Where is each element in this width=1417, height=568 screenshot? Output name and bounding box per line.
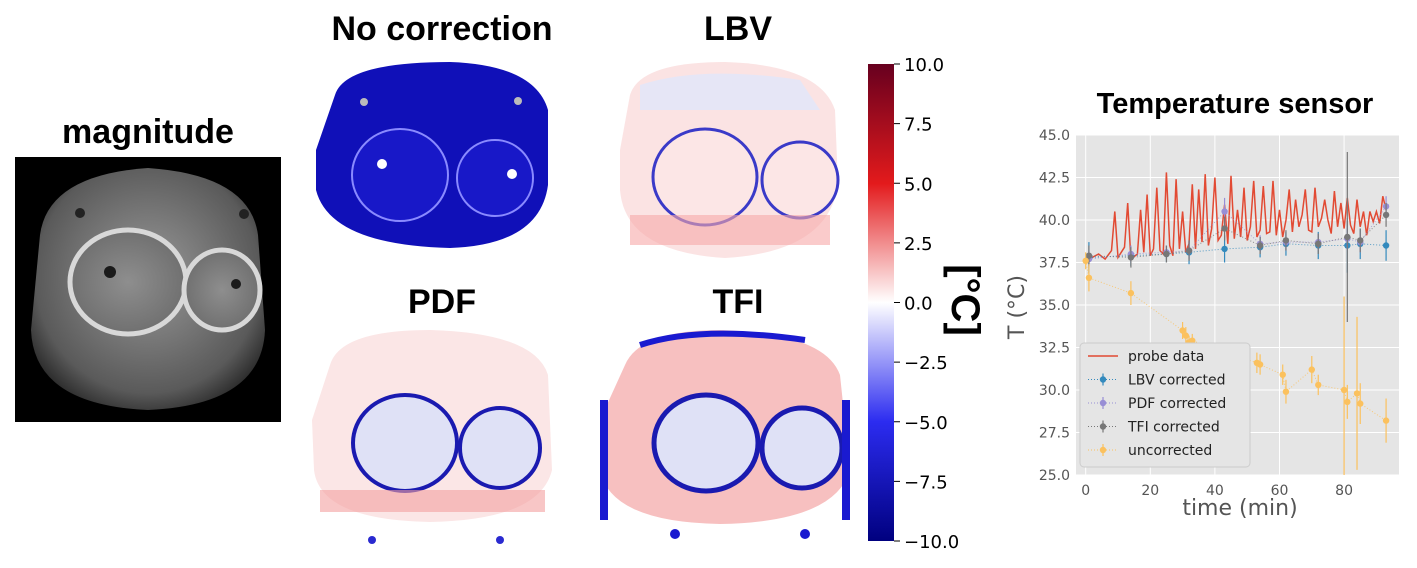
point-lbv-corrected <box>1382 242 1390 249</box>
y-tick-label: 37.5 <box>1039 256 1070 272</box>
point-uncorrected <box>1082 257 1089 264</box>
legend-swatch-marker <box>1099 399 1107 407</box>
x-tick-label: 80 <box>1335 483 1353 499</box>
point-uncorrected <box>1179 327 1186 334</box>
point-lbv-corrected <box>1221 245 1228 253</box>
x-axis-label: time (min) <box>1182 496 1298 521</box>
point-tfi-corrected <box>1382 211 1390 219</box>
series-line-probe-data <box>1085 172 1387 262</box>
temperature-chart: 25.0 27.5 30.0 32.5 35.0 37.5 40.0 42.5 45.0 0 20 4… <box>1039 128 1399 499</box>
colorbar-tick-label: −10.0 <box>904 532 959 553</box>
x-tick-label: 0 <box>1081 483 1090 499</box>
point-uncorrected <box>1085 274 1093 281</box>
point-pdf-corrected <box>1221 208 1228 215</box>
point-uncorrected <box>1256 361 1264 368</box>
point-uncorrected <box>1282 388 1290 395</box>
y-tick-label: 45.0 <box>1039 128 1070 144</box>
colorbar-label: [°C] <box>943 264 987 336</box>
point-tfi-corrected <box>1221 225 1228 232</box>
point-uncorrected <box>1357 400 1364 407</box>
legend-swatch-marker <box>1099 423 1107 430</box>
legend-label-pdf-corrected: PDF corrected <box>1128 396 1226 412</box>
legend-box <box>1079 342 1251 468</box>
colorbar-tick-label: 5.0 <box>904 174 933 195</box>
lbv-map <box>620 62 840 258</box>
y-tick-label: 40.0 <box>1039 213 1070 229</box>
colorbar-tick-label: 7.5 <box>904 115 933 136</box>
point-tfi-corrected <box>1357 237 1364 244</box>
legend-label-uncorrected: uncorrected <box>1128 443 1212 459</box>
magnitude-image <box>15 157 281 422</box>
point-tfi-corrected <box>1085 252 1093 259</box>
tfi-map <box>600 330 850 539</box>
legend-label-tfi-corrected: TFI corrected <box>1127 420 1220 436</box>
point-uncorrected <box>1344 398 1351 406</box>
point-tfi-corrected <box>1282 237 1290 244</box>
pdf-title: PDF <box>408 283 476 321</box>
y-tick-label: 35.0 <box>1039 298 1070 314</box>
chart-title: Temperature sensor <box>1096 88 1374 120</box>
tfi-title: TFI <box>712 283 764 321</box>
x-tick-label: 60 <box>1271 483 1289 499</box>
colorbar-gradient <box>868 64 894 541</box>
point-uncorrected <box>1189 337 1196 344</box>
point-tfi-corrected <box>1163 250 1170 258</box>
colorbar-tick-label: 10.0 <box>904 55 944 76</box>
x-tick-label: 20 <box>1141 483 1159 499</box>
y-tick-label: 32.5 <box>1039 341 1070 357</box>
point-uncorrected <box>1279 371 1286 378</box>
point-tfi-corrected <box>1256 242 1264 249</box>
legend-label-lbv-corrected: LBV corrected <box>1128 373 1226 389</box>
colorbar-tick-label: −7.5 <box>904 472 948 493</box>
lbv-title: LBV <box>704 10 772 48</box>
point-uncorrected <box>1340 386 1348 394</box>
y-tick-label: 25.0 <box>1039 468 1070 484</box>
y-tick-label: 30.0 <box>1039 383 1070 399</box>
legend-swatch-marker <box>1099 376 1107 383</box>
pdf-map <box>312 330 552 544</box>
point-uncorrected <box>1315 381 1322 389</box>
colorbar-tick-label: −2.5 <box>904 353 948 374</box>
x-tick-label: 40 <box>1206 483 1224 499</box>
point-uncorrected <box>1353 390 1361 397</box>
point-uncorrected <box>1182 332 1190 339</box>
y-tick-label: 42.5 <box>1039 171 1070 187</box>
y-tick-label: 27.5 <box>1039 426 1070 442</box>
series-group <box>1082 152 1390 475</box>
y-axis-label: T (°C) <box>1005 275 1030 339</box>
point-uncorrected <box>1127 289 1135 297</box>
magnitude-title: magnitude <box>62 113 234 151</box>
colorbar-tick-label: 0.0 <box>904 294 933 315</box>
point-tfi-corrected <box>1315 240 1322 247</box>
point-tfi-corrected <box>1127 254 1135 261</box>
colorbar-tick-label: −5.0 <box>904 413 948 434</box>
point-uncorrected <box>1308 366 1315 373</box>
point-tfi-corrected <box>1185 247 1193 254</box>
colorbar: 10.0 7.5 5.0 2.5 0.0 −2.5 −5.0 −7.5 −10.0 <box>868 55 959 553</box>
colorbar-tick-label: 2.5 <box>904 234 933 255</box>
no-correction-title: No correction <box>331 10 553 48</box>
point-uncorrected <box>1382 417 1390 424</box>
no-correction-map <box>316 62 548 248</box>
point-tfi-corrected <box>1344 233 1351 241</box>
legend-label-probe-data: probe data <box>1128 349 1204 365</box>
legend-swatch-marker <box>1099 446 1107 454</box>
